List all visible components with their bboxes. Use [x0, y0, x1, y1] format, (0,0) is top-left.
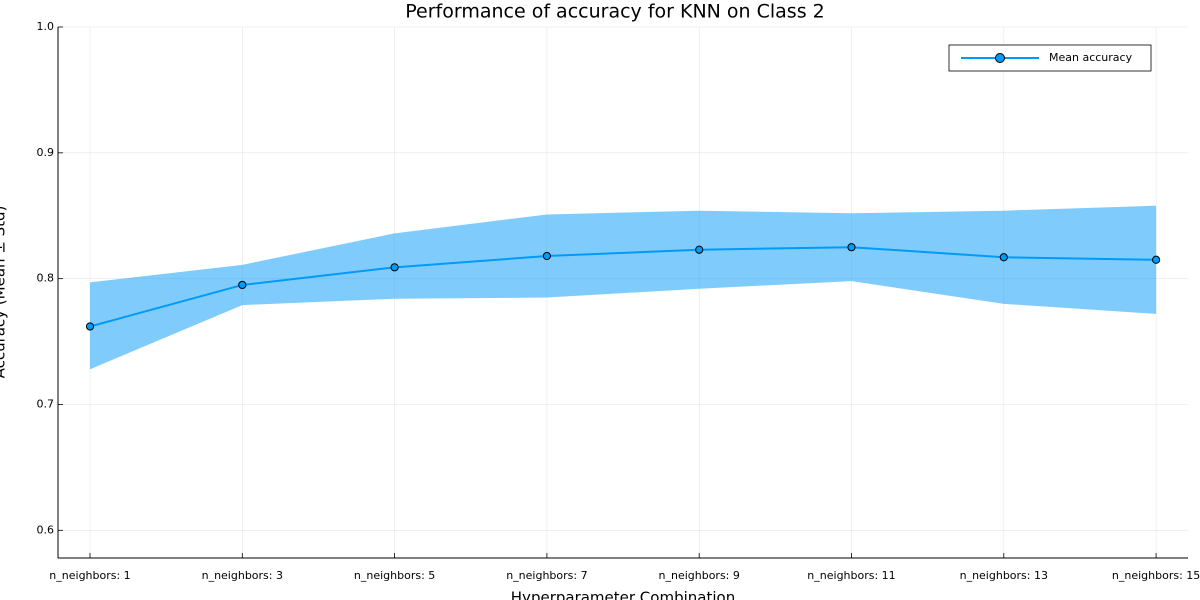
mean-line	[89, 246, 1157, 328]
x-axis-label: Hyperparameter Combination	[511, 589, 735, 600]
legend-marker	[995, 53, 1005, 63]
marker	[847, 243, 856, 252]
x-tick-label: n_neighbors: 9	[659, 569, 740, 582]
y-tick-label: 0.9	[37, 146, 55, 159]
marker	[1152, 255, 1161, 264]
marker	[390, 263, 399, 272]
std-band	[90, 205, 1157, 370]
x-tick-label: n_neighbors: 3	[202, 569, 283, 582]
marker	[85, 322, 95, 331]
x-tick-label: n_neighbors: 11	[807, 569, 895, 582]
marker	[542, 251, 552, 261]
x-tick-label: n_neighbors: 13	[960, 569, 1048, 582]
y-tick-label: 1.0	[37, 20, 55, 33]
y-axis-label: Accuracy (Mean ± Std)	[0, 206, 9, 379]
x-tick-label: n_neighbors: 5	[354, 569, 435, 582]
x-tick-label: n_neighbors: 1	[49, 569, 130, 582]
marker	[238, 280, 247, 290]
y-tick-label: 0.8	[37, 272, 55, 285]
marker	[695, 245, 704, 254]
y-tick-label: 0.7	[37, 397, 55, 410]
chart-title: Performance of accuracy for KNN on Class…	[405, 1, 824, 23]
marker	[999, 253, 1008, 262]
legend-label: Mean accuracy	[1049, 51, 1133, 64]
x-tick-label: n_neighbors: 7	[506, 569, 587, 582]
y-tick-label: 0.6	[37, 523, 55, 536]
x-tick-label: n_neighbors: 15	[1112, 569, 1200, 582]
